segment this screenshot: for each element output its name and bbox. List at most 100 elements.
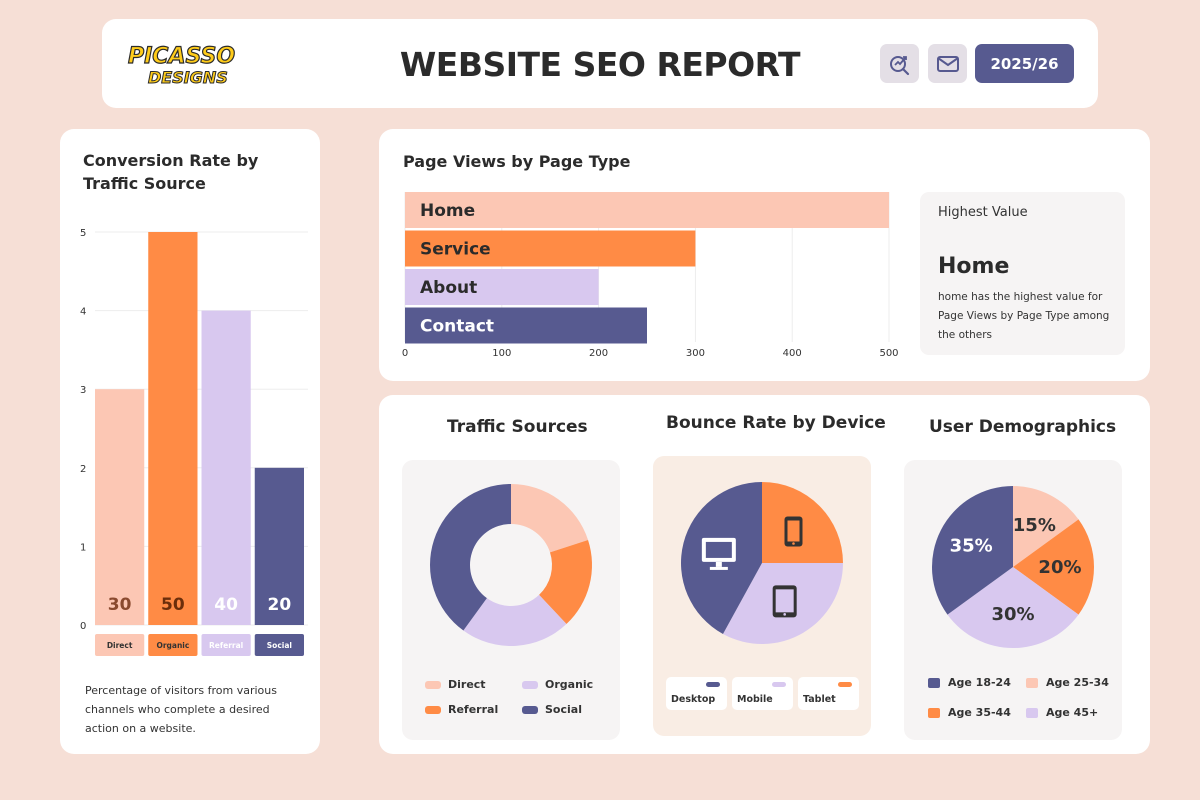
x-tick-label: 400 — [783, 348, 802, 359]
traffic-donut-slice — [539, 539, 592, 625]
mail-button[interactable] — [928, 44, 967, 83]
search-analytics-icon — [889, 55, 909, 75]
page-views-card: Page Views by Page Type 0 100 200 300 400 500… — [379, 129, 1150, 381]
page-view-bar — [405, 269, 599, 305]
x-category-label: Organic — [156, 641, 189, 650]
legend-age-45-plus: Age 45+ — [1026, 706, 1098, 719]
bounce-rate-title: Bounce Rate by Device — [666, 413, 886, 433]
demographics-pie-slice — [1013, 486, 1079, 567]
legend-organic: Organic — [522, 678, 593, 691]
header-bar: PICASSO DESIGNS WEBSITE SEO REPORT 2025/… — [102, 19, 1098, 108]
bounce-rate-pie — [681, 482, 843, 644]
legend-label: Organic — [545, 678, 594, 691]
mail-icon — [936, 55, 959, 72]
bar-data-label: 30 — [108, 595, 132, 615]
highest-value-label: Highest Value — [938, 205, 1028, 220]
legend-label: Referral — [448, 703, 499, 716]
legend-swatch — [522, 680, 538, 689]
legend-swatch — [425, 705, 441, 714]
pie-data-label: 30% — [991, 604, 1034, 625]
conversion-bar-chart: 0 1 2 3 4 5 30 Direct 50 Organic 40 Referral 20 Socia… — [80, 228, 308, 656]
legend-label: Age 25-34 — [1046, 676, 1109, 689]
y-tick-label: 0 — [80, 621, 86, 632]
page-view-bar — [405, 307, 647, 344]
x-category-label: Social — [267, 641, 292, 650]
conversion-description: Percentage of visitors from various chan… — [85, 684, 277, 735]
logo-line1: PICASSO — [128, 44, 235, 69]
search-analytics-button[interactable] — [880, 44, 919, 83]
pie-data-label: 15% — [1013, 515, 1056, 536]
category-chip — [201, 634, 251, 656]
legend-label: Age 18-24 — [948, 676, 1011, 689]
x-tick-label: 200 — [589, 348, 608, 359]
bar-data-label: 50 — [161, 595, 185, 615]
bounce-rate-panel: Desktop Mobile Tablet — [653, 456, 871, 736]
highest-value: Home — [938, 254, 1010, 279]
page-views-title: Page Views by Page Type — [403, 152, 631, 171]
conversion-bar — [148, 232, 198, 625]
device-chip-desktop: Desktop — [666, 677, 727, 710]
legend-label: Social — [545, 703, 582, 716]
page-view-bar — [405, 192, 889, 228]
pie-data-label: 20% — [1038, 557, 1081, 578]
traffic-donut-slice — [463, 594, 567, 646]
conversion-rate-card: Conversion Rate by Traffic Source 0 1 2 3 4 5… — [60, 129, 320, 754]
bar-category-label: Contact — [420, 317, 494, 337]
legend-label: Age 35-44 — [948, 706, 1011, 719]
category-chip — [95, 634, 145, 656]
legend-direct: Direct — [425, 678, 486, 691]
traffic-sources-donut — [430, 484, 592, 646]
x-tick-label: 500 — [879, 348, 898, 359]
highest-value-description: home has the highest value for Page View… — [938, 291, 1110, 341]
legend-age-18-24: Age 18-24 — [928, 676, 1011, 689]
bar-data-label: 20 — [268, 595, 292, 615]
pie-data-label: 35% — [950, 536, 993, 557]
conversion-bar — [201, 310, 251, 625]
page-view-bar — [405, 230, 696, 267]
bar-category-label: About — [420, 278, 477, 298]
legend-swatch — [928, 677, 940, 688]
demographics-pie-slice — [1013, 519, 1094, 615]
conversion-bar — [95, 389, 145, 625]
desktop-icon — [701, 537, 736, 570]
x-tick-label: 100 — [492, 348, 511, 359]
legend-swatch — [1026, 707, 1038, 718]
page-title: WEBSITE SEO REPORT — [399, 45, 801, 84]
legend-swatch — [1026, 677, 1038, 688]
demographics-pie-slice — [932, 486, 1013, 615]
legend-label: Age 45+ — [1046, 706, 1099, 719]
legend-label: Direct — [448, 678, 486, 691]
y-tick-label: 2 — [80, 464, 86, 475]
conversion-title-line2: Traffic Source — [83, 174, 206, 193]
traffic-sources-title: Traffic Sources — [447, 417, 588, 437]
brand-logo: PICASSO DESIGNS — [127, 43, 235, 87]
charts-card: Traffic Sources Direct Organic Referral … — [379, 395, 1150, 754]
x-tick-label: 300 — [686, 348, 705, 359]
y-tick-label: 5 — [80, 228, 86, 239]
legend-age-35-44: Age 35-44 — [928, 706, 1011, 719]
conversion-title: Conversion Rate by Traffic Source — [83, 149, 258, 195]
traffic-sources-panel: Direct Organic Referral Social — [402, 460, 620, 740]
demographics-panel: 15% 20% 30% 35% Age 18-24 Age 25-34 Age 35-… — [904, 460, 1122, 740]
conversion-title-line1: Conversion Rate by — [83, 151, 259, 170]
page-views-bar-chart: 0 100 200 300 400 500 Home Service About Contact — [402, 192, 899, 359]
legend-swatch — [522, 705, 538, 714]
year-selector-button[interactable]: 2025/26 — [975, 44, 1074, 83]
device-swatch — [838, 682, 852, 687]
device-label: Tablet — [803, 694, 836, 705]
device-swatch — [772, 682, 786, 687]
device-chip-tablet: Tablet — [798, 677, 859, 710]
demographics-pie: 15% 20% 30% 35% — [932, 486, 1094, 648]
bar-category-label: Service — [420, 240, 491, 260]
device-swatch — [706, 682, 720, 687]
x-category-label: Direct — [107, 641, 133, 650]
traffic-donut-slice — [511, 484, 589, 553]
bar-category-label: Home — [420, 201, 475, 221]
highest-value-box: Highest Value Home home has the highest … — [920, 192, 1125, 355]
y-tick-label: 4 — [80, 307, 86, 318]
legend-social: Social — [522, 703, 582, 716]
device-label: Mobile — [737, 694, 773, 705]
smartphone-icon — [784, 516, 803, 547]
demographics-pie-slice — [947, 567, 1079, 648]
legend-swatch — [928, 707, 940, 718]
